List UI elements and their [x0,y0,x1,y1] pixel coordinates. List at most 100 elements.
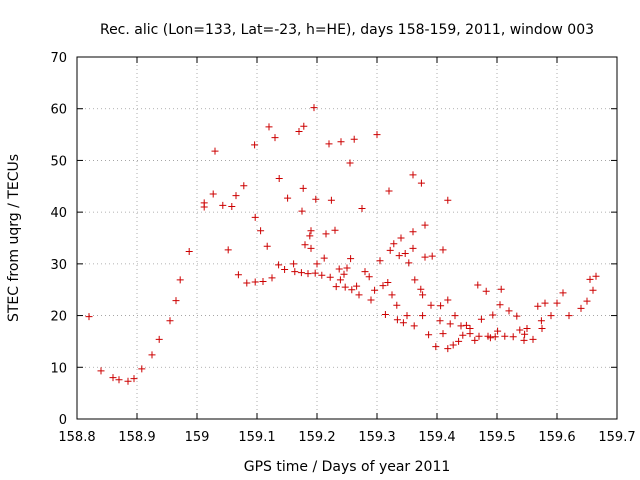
data-point [263,242,271,250]
data-point [176,276,184,284]
data-point [295,127,303,135]
data-point [271,134,279,142]
data-point [367,296,375,304]
data-point [348,286,356,294]
x-tick-label: 159.6 [538,430,575,445]
data-point [340,270,348,278]
data-point [343,264,351,272]
data-point [513,312,521,320]
data-point [268,274,276,282]
data-point [251,141,259,149]
data-point [109,374,117,382]
data-point [451,312,459,320]
data-point [326,273,334,281]
data-point [304,270,312,278]
data-point [401,250,409,258]
data-point [148,351,156,359]
data-point [166,317,174,325]
data-point [318,271,326,279]
data-point [419,312,427,320]
axis-ticks [76,56,618,420]
data-point [365,273,373,281]
data-point [373,131,381,139]
data-point [405,259,413,267]
data-point [311,269,319,277]
grid-lines [77,57,617,419]
data-point [335,265,343,273]
data-point [409,171,417,179]
data-point [232,192,240,200]
data-point [559,289,567,297]
data-point [509,333,517,341]
data-point [185,247,193,255]
data-point [565,312,573,320]
data-point [388,291,396,299]
data-point [419,291,427,299]
y-tick-label: 10 [50,361,67,376]
data-point [219,201,227,209]
data-point [300,122,308,130]
data-point [155,335,163,343]
data-point [538,325,546,332]
data-point [209,190,217,198]
data-point [299,184,307,192]
y-tick-label: 0 [59,413,67,428]
data-point [444,296,452,304]
data-point [320,254,328,262]
data-point [172,297,180,305]
data-point [449,341,457,349]
data-point [259,277,267,285]
data-point [466,325,474,332]
data-point [436,317,444,325]
data-point [475,332,483,340]
data-point [386,246,394,254]
data-point [381,311,389,319]
data-point [477,315,485,323]
data-point [243,279,251,287]
data-point [224,246,232,254]
data-point [240,182,248,190]
data-point [444,196,452,204]
data-point [251,213,259,221]
chart-title: Rec. alic (Lon=133, Lat=-23, h=HE), days… [100,22,594,38]
data-point [489,311,497,319]
data-point [313,260,321,268]
data-point [281,266,289,274]
data-point [439,246,447,254]
y-tick-label: 30 [50,258,67,273]
data-point [346,159,354,167]
data-point [547,312,555,320]
data-point [347,255,355,263]
data-point [417,179,425,187]
y-tick-label: 70 [50,51,67,66]
x-tick-label: 159.4 [418,430,455,445]
data-point [211,147,219,155]
y-tick-label: 50 [50,154,67,169]
data-points [85,104,600,385]
data-point [403,312,411,320]
data-point [496,301,504,309]
data-point [384,278,392,286]
data-point [484,332,492,340]
data-point [541,299,549,307]
data-point [393,301,401,309]
data-point [353,282,361,290]
data-point [336,276,344,284]
data-point [310,104,318,112]
data-point [376,257,384,265]
data-point [409,244,417,252]
x-tick-label: 159.5 [478,430,515,445]
data-point [421,253,429,261]
x-tick-label: 159.1 [238,430,275,445]
data-point [331,226,339,234]
plot-frame [76,56,618,420]
data-point [251,278,259,286]
data-point [298,207,306,215]
data-point [307,244,315,252]
data-point [444,345,452,353]
data-point [521,330,529,338]
y-tick-label: 40 [50,206,67,221]
data-point [462,321,470,329]
